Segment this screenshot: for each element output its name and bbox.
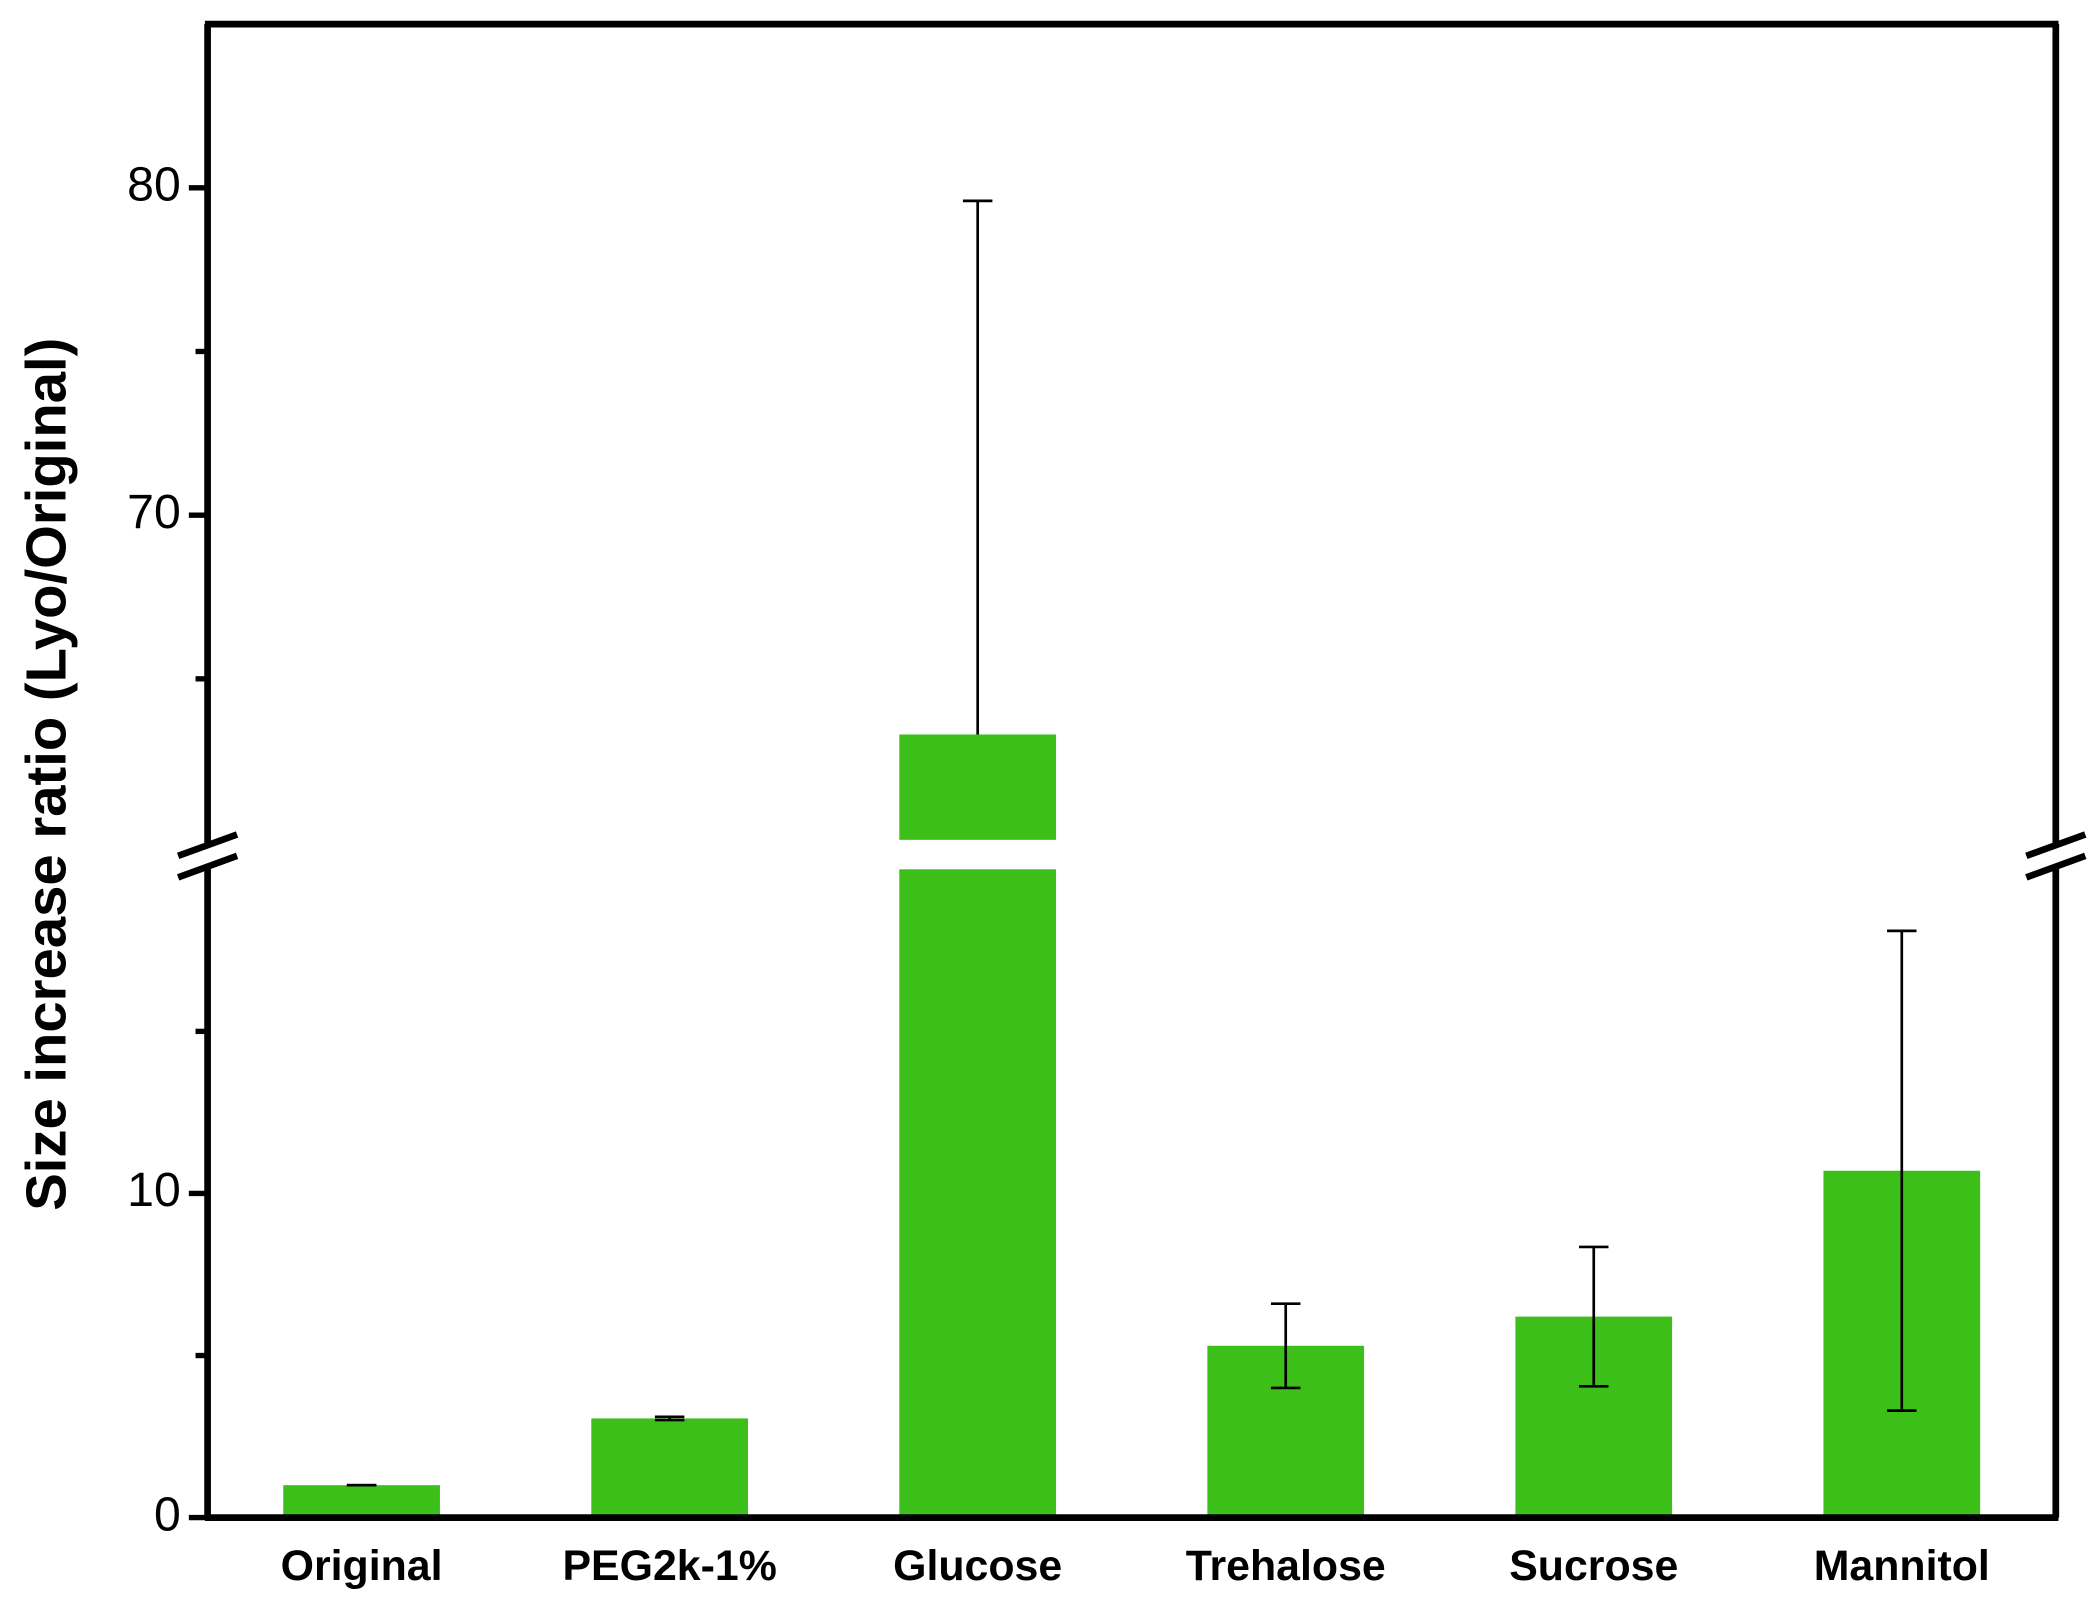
axis-break xyxy=(2025,852,2087,881)
y-tick-label: 0 xyxy=(154,1487,181,1541)
bar xyxy=(899,734,1057,840)
x-tick-label: Sucrose xyxy=(1509,1542,1678,1590)
y-tick-label: 10 xyxy=(127,1163,181,1217)
x-tick-label: Trehalose xyxy=(1186,1542,1386,1590)
axis-break xyxy=(176,831,239,860)
x-tick-label: Mannitol xyxy=(1814,1542,1990,1590)
x-tick-label: Original xyxy=(281,1542,443,1590)
bar xyxy=(899,869,1057,1518)
bar xyxy=(591,1418,748,1518)
y-tick-label: 80 xyxy=(127,158,181,212)
axis-break xyxy=(2025,831,2087,860)
bar xyxy=(283,1485,440,1518)
x-tick-label: PEG2k-1% xyxy=(562,1542,776,1590)
y-axis-label: Size increase ratio (Lyo/Original) xyxy=(15,338,78,1211)
y-tick-label: 70 xyxy=(127,485,181,539)
axis-break xyxy=(176,852,239,881)
x-tick-label: Glucose xyxy=(893,1542,1062,1590)
